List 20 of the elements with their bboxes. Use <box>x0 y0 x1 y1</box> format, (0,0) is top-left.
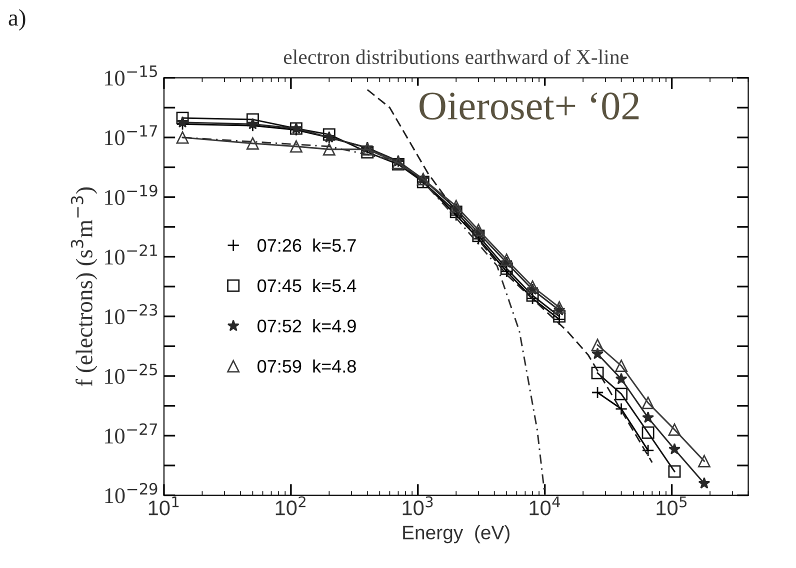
legend-label: 07:26 k=5.7 <box>258 238 356 252</box>
y-tick-label: 10$^{−25}$ <box>105 364 158 384</box>
x-tick-label: 10$^{3}$ <box>402 496 433 516</box>
y-tick-label: 10$^{−17}$ <box>105 125 158 146</box>
legend-label: 07:45 k=5.4 <box>258 278 356 292</box>
y-tick-label: 10$^{−19}$ <box>105 184 158 205</box>
annotation: Oieroset+ ‘02 <box>420 92 639 120</box>
y-axis-title: f (electrons) (s$^{3}$m$^{−3}$) <box>70 187 98 386</box>
x-axis-title: Energy (eV) <box>403 525 510 544</box>
legend-label: 07:52 k=4.9 <box>258 319 356 332</box>
x-tick-label: 10$^{4}$ <box>530 496 560 516</box>
x-tick-label: 10$^{5}$ <box>656 496 687 516</box>
x-tick-label: 10$^{2}$ <box>276 496 306 516</box>
y-tick-label: 10$^{−21}$ <box>105 244 157 265</box>
y-tick-label: 10$^{−27}$ <box>105 423 158 444</box>
chart-title: electron distributions earthward of X-line <box>284 49 628 64</box>
text: a) <box>8 9 26 31</box>
y-tick-label: 10$^{−15}$ <box>105 66 158 86</box>
y-tick-label: 10$^{−23}$ <box>105 304 158 324</box>
legend-label: 07:59 k=4.8 <box>258 359 356 373</box>
